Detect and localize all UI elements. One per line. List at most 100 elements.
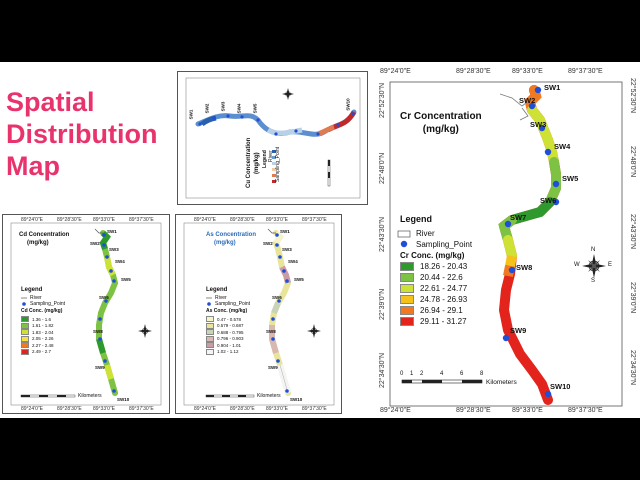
as-map-station-label: SW10	[290, 397, 303, 402]
top-map-station-label: SW2	[204, 103, 210, 114]
top-map-station-label: SW5	[252, 103, 258, 114]
cr-map-bottom-tick: 89°37'30"E	[568, 407, 603, 414]
legend-color-swatch	[400, 306, 414, 315]
cr-station-label: SW1	[544, 83, 561, 92]
as-map-legend-river: River	[215, 295, 227, 301]
as-map-station-label: SW6	[272, 295, 282, 300]
legend-class-label: 29.11 - 31.27	[420, 317, 467, 326]
cd-map-legend-river: River	[30, 295, 42, 301]
top-map-canvas	[185, 77, 361, 199]
cd-map-station-label: SW6	[99, 295, 109, 300]
legend-class-row: 2.05 - 2.26	[21, 335, 54, 342]
legend-color-swatch	[206, 316, 214, 322]
cr-map-left-tick: 22°34'30"N	[379, 352, 386, 388]
top-letterbox-band	[0, 0, 640, 62]
cd-map-top-tick: 89°33'0"E	[93, 217, 115, 223]
legend-class-label: 24.78 - 26.93	[420, 295, 468, 304]
cr-map-scale-tick: 8	[480, 371, 484, 377]
legend-class-row: 1.36 - 1.6	[21, 316, 51, 322]
legend-color-swatch	[206, 342, 214, 348]
as-map-bottom-tick: 89°33'0"E	[266, 406, 288, 412]
cd-map-scale-unit: Kilometers	[78, 393, 102, 399]
cr-station-label: SW4	[554, 142, 571, 151]
legend-color-swatch	[206, 329, 214, 335]
cr-map-bottom-tick: 89°28'30"E	[456, 407, 491, 414]
legend-class-label: 20.44 - 22.6	[420, 273, 463, 282]
cr-map-scale-tick: 0	[400, 371, 404, 377]
legend-class-row: 26.94 - 29.1	[400, 306, 463, 315]
legend-class-label: 0.579 - 0.687	[217, 323, 244, 328]
legend-color-swatch	[21, 322, 29, 329]
legend-color-swatch	[400, 273, 414, 282]
legend-class-row: 22.61 - 24.77	[400, 284, 467, 293]
cr-map-right-tick: 22°43'30"N	[629, 214, 636, 250]
as-map-station-label: SW4	[288, 259, 298, 264]
top-map-title-line2: (mg/kg)	[254, 152, 260, 174]
legend-class-row: 0.904 - 1.01	[206, 342, 241, 348]
legend-class-label: 1.83 - 2.04	[32, 329, 54, 335]
legend-class-row: 18.26 - 20.43	[400, 262, 467, 271]
cr-north-arrow	[582, 254, 606, 278]
as-map-title-line1: As Concentration	[206, 232, 257, 238]
legend-class-row: 0.796 - 0.903	[206, 335, 244, 342]
cr-map-left-tick: 22°52'30"N	[379, 82, 386, 118]
cr-map-left-tick: 22°39'0"N	[379, 288, 386, 320]
top-map-title: Cu Concentration	[246, 138, 252, 188]
legend-class-row: 29.11 - 31.27	[400, 317, 467, 326]
cr-north-label-w: W	[574, 262, 580, 268]
legend-color-swatch	[400, 295, 414, 304]
cr-scale-bar	[401, 379, 483, 384]
cr-map-scale-tick: 1	[410, 371, 414, 377]
legend-color-swatch	[21, 316, 29, 322]
legend-class-row: 20.44 - 22.6	[400, 273, 463, 282]
cr-station-label: SW10	[550, 382, 571, 391]
cr-station-label: SW3	[530, 120, 547, 129]
legend-color-swatch	[400, 284, 414, 293]
legend-class-row: 2.49 - 2.7	[21, 348, 51, 355]
cr-map-top-tick: 89°28'30"E	[456, 68, 491, 75]
cd-map-bottom-tick: 89°37'30"E	[129, 406, 154, 412]
cr-concentration-map: 89°24'0"E 89°28'30"E 89°33'0"E 89°37'30"…	[372, 66, 638, 416]
cr-map-legend-sampling: Sampling_Point	[416, 240, 473, 249]
cr-map-right-tick: 22°48'0"N	[629, 146, 636, 178]
as-map-title-line2: (mg/kg)	[214, 240, 236, 246]
cr-map-title-line1: Cr Concentration	[400, 111, 482, 122]
cr-map-legend-heading: Legend	[400, 214, 433, 224]
legend-class-label: 22.61 - 24.77	[420, 284, 468, 293]
top-map-station-label: SW3	[220, 101, 226, 112]
bottom-letterbox-band	[0, 418, 640, 480]
legend-class-row: 1.83 - 2.04	[21, 329, 54, 335]
as-map-bottom-tick: 89°28'30"E	[230, 406, 255, 412]
cr-station-label: SW8	[516, 263, 533, 272]
as-map-station-label: SW3	[282, 247, 292, 252]
cr-station-label: SW2	[519, 96, 536, 105]
cr-map-scale-tick: 6	[460, 371, 464, 377]
as-map-top-tick: 89°37'30"E	[302, 217, 327, 223]
legend-class-label: 0.796 - 0.903	[217, 336, 244, 341]
cd-map-legend-sampling: Sampling_Point	[30, 301, 66, 307]
as-map-station-label: SW9	[268, 365, 278, 370]
legend-class-row: 0.47 - 0.578	[206, 316, 241, 322]
cr-north-label-e: E	[608, 262, 613, 268]
cd-map-bottom-tick: 89°28'30"E	[57, 406, 82, 412]
cd-map-station-label: SW10	[117, 397, 130, 402]
title-line: Map	[6, 151, 60, 181]
legend-color-swatch	[400, 262, 414, 271]
as-map-top-tick: 89°33'0"E	[266, 217, 288, 223]
cr-map-scale-tick: 4	[440, 371, 444, 377]
top-concentration-map: Cu Concentration (mg/kg) Legend River Sa…	[177, 71, 368, 205]
cd-map-station-label: SW1	[107, 229, 117, 234]
cd-map-title-line1: Cd Concentration	[19, 232, 70, 238]
cd-map-bottom-tick: 89°24'0"E	[21, 406, 43, 412]
legend-class-label: 2.27 - 2.48	[32, 342, 54, 348]
legend-class-row: 0.688 - 0.795	[206, 329, 244, 335]
top-map-title-line1: Cu Concentration	[246, 137, 252, 188]
as-map-bottom-tick: 89°37'30"E	[302, 406, 327, 412]
cd-map-station-label: SW5	[121, 277, 131, 282]
cd-map-top-tick: 89°28'30"E	[57, 217, 82, 223]
top-map-legend-sampling: Sampling_Point	[275, 146, 281, 182]
cr-station-label: SW9	[510, 326, 527, 335]
as-map-bottom-tick: 89°24'0"E	[194, 406, 216, 412]
legend-class-row: 24.78 - 26.93	[400, 295, 467, 304]
title-line: Distribution	[6, 119, 158, 149]
